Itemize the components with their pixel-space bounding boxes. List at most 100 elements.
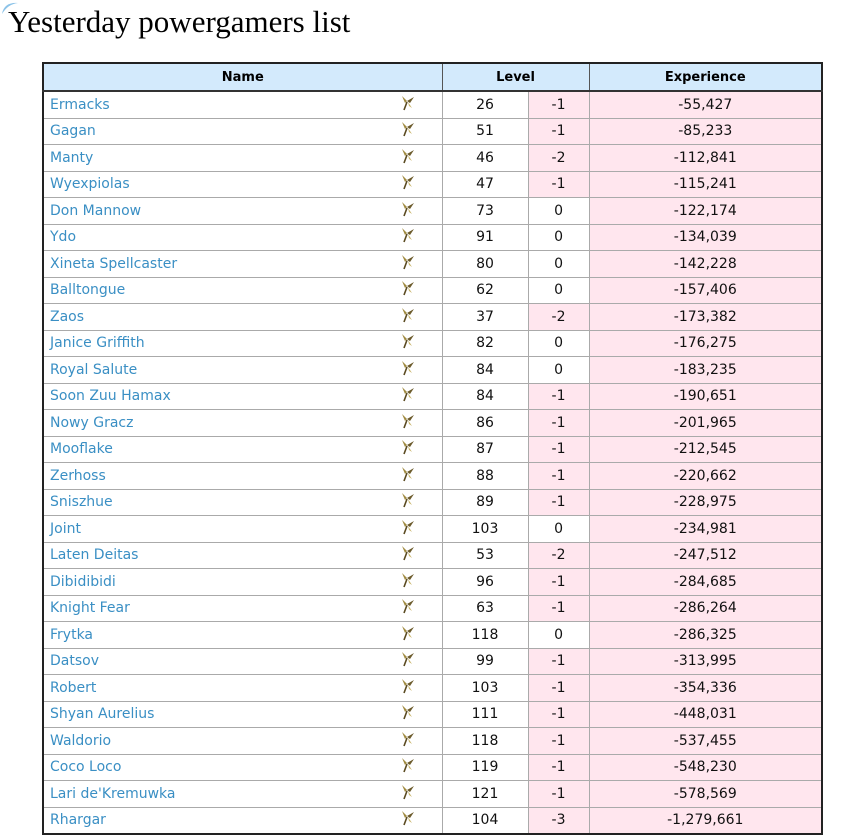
level-change-cell: -1	[527, 594, 590, 622]
level-cell: 62	[441, 276, 529, 304]
icon-cell	[374, 594, 443, 622]
icon-cell	[374, 250, 443, 278]
icon	[401, 784, 414, 800]
level-cell: 53	[441, 541, 529, 569]
level-change-cell: 0	[527, 621, 590, 649]
icon-cell	[374, 303, 443, 331]
icon	[401, 572, 414, 588]
level-change-cell: -1	[527, 700, 590, 728]
player-link[interactable]: Rhargar	[50, 812, 106, 829]
name-cell: Zerhoss	[42, 462, 374, 490]
name-cell: Gagan	[42, 117, 374, 145]
level-change-cell: -3	[527, 806, 590, 835]
header-row: Name Level Experience	[42, 62, 823, 92]
level-change-cell: -1	[527, 435, 590, 463]
icon-cell	[374, 409, 443, 437]
player-link[interactable]: Frytka	[50, 626, 94, 643]
row: Robert 103 -1 -354,336	[42, 674, 823, 702]
player-link[interactable]: Mooflake	[50, 441, 113, 458]
level-cell: 91	[441, 223, 529, 251]
player-link[interactable]: Balltongue	[50, 282, 126, 299]
level-change-cell: -2	[527, 541, 590, 569]
player-link[interactable]: Lari de'Kremuwka	[50, 785, 176, 802]
icon	[401, 413, 414, 429]
icon	[401, 705, 414, 720]
player-link[interactable]: Waldorio	[50, 732, 112, 749]
experience-cell: -286,325	[588, 621, 823, 649]
player-link[interactable]: Dibidibidi	[50, 573, 116, 590]
icon	[401, 731, 414, 747]
name-cell: Lari de'Kremuwka	[42, 780, 374, 808]
row: Ydo 91 0 -134,039	[42, 223, 823, 251]
player-link[interactable]: Zaos	[50, 308, 85, 325]
player-link[interactable]: Shyan Aurelius	[50, 706, 155, 723]
icon-cell	[374, 197, 443, 225]
name-cell: Wyexpiolas	[42, 170, 374, 198]
level-cell: 87	[441, 435, 529, 463]
row: Waldorio 118 -1 -537,455	[42, 727, 823, 755]
experience-cell: -55,427	[588, 90, 823, 119]
icon-cell	[374, 647, 443, 675]
row: Xineta Spellcaster 80 0 -142,228	[42, 250, 823, 278]
player-link[interactable]: Soon Zuu Hamax	[50, 388, 171, 405]
icon	[401, 95, 414, 111]
player-link[interactable]: Wyexpiolas	[50, 176, 130, 193]
row: Zerhoss 88 -1 -220,662	[42, 462, 823, 490]
player-link[interactable]: Datsov	[50, 653, 99, 670]
level-cell: 121	[441, 780, 529, 808]
player-link[interactable]: Knight Fear	[50, 600, 130, 617]
level-change-cell: 0	[527, 356, 590, 384]
row: Manty 46 -2 -112,841	[42, 144, 823, 172]
player-link[interactable]: Robert	[50, 679, 97, 696]
level-change-cell: -1	[527, 727, 590, 755]
experience-cell: -212,545	[588, 435, 823, 463]
icon-cell	[374, 621, 443, 649]
row: Ermacks 26 -1 -55,427	[42, 90, 823, 119]
row: Lari de'Kremuwka 121 -1 -578,569	[42, 780, 823, 808]
row: Laten Deitas 53 -2 -247,512	[42, 541, 823, 569]
header-cell: Level	[441, 62, 590, 92]
row: Rhargar 104 -3 -1,279,661	[42, 806, 823, 835]
experience-cell: -354,336	[588, 674, 823, 702]
level-change-cell: -1	[527, 674, 590, 702]
experience-cell: -183,235	[588, 356, 823, 384]
row: Coco Loco 119 -1 -548,230	[42, 753, 823, 781]
player-link[interactable]: Don Mannow	[50, 202, 142, 219]
player-link[interactable]: Laten Deitas	[50, 547, 139, 564]
level-cell: 26	[441, 90, 529, 119]
header-cell: Experience	[588, 62, 823, 92]
level-cell: 51	[441, 117, 529, 145]
experience-cell: -234,981	[588, 515, 823, 543]
player-link[interactable]: Sniszhue	[50, 494, 113, 511]
level-cell: 73	[441, 197, 529, 225]
player-link[interactable]: Royal Salute	[50, 361, 138, 378]
player-link[interactable]: Ydo	[50, 229, 77, 246]
icon	[401, 122, 414, 137]
player-link[interactable]: Janice Griffith	[50, 335, 145, 352]
player-link[interactable]: Ermacks	[50, 96, 110, 113]
name-cell: Xineta Spellcaster	[42, 250, 374, 278]
row: Don Mannow 73 0 -122,174	[42, 197, 823, 225]
icon-cell	[374, 117, 443, 145]
player-link[interactable]: Nowy Gracz	[50, 414, 134, 431]
row: Zaos 37 -2 -173,382	[42, 303, 823, 331]
level-cell: 47	[441, 170, 529, 198]
player-link[interactable]: Xineta Spellcaster	[50, 255, 178, 272]
level-change-cell: 0	[527, 329, 590, 357]
player-link[interactable]: Coco Loco	[50, 759, 122, 776]
level-change-cell: -2	[527, 303, 590, 331]
icon	[401, 678, 414, 694]
experience-cell: -448,031	[588, 700, 823, 728]
player-link[interactable]: Zerhoss	[50, 467, 106, 484]
row: Sniszhue 89 -1 -228,975	[42, 488, 823, 516]
icon	[401, 360, 414, 376]
row: Frytka 118 0 -286,325	[42, 621, 823, 649]
row: Gagan 51 -1 -85,233	[42, 117, 823, 145]
player-link[interactable]: Joint	[50, 520, 81, 537]
row: Royal Salute 84 0 -183,235	[42, 356, 823, 384]
icon-cell	[374, 806, 443, 835]
player-link[interactable]: Gagan	[50, 123, 96, 140]
row: Wyexpiolas 47 -1 -115,241	[42, 170, 823, 198]
player-link[interactable]: Manty	[50, 149, 94, 166]
